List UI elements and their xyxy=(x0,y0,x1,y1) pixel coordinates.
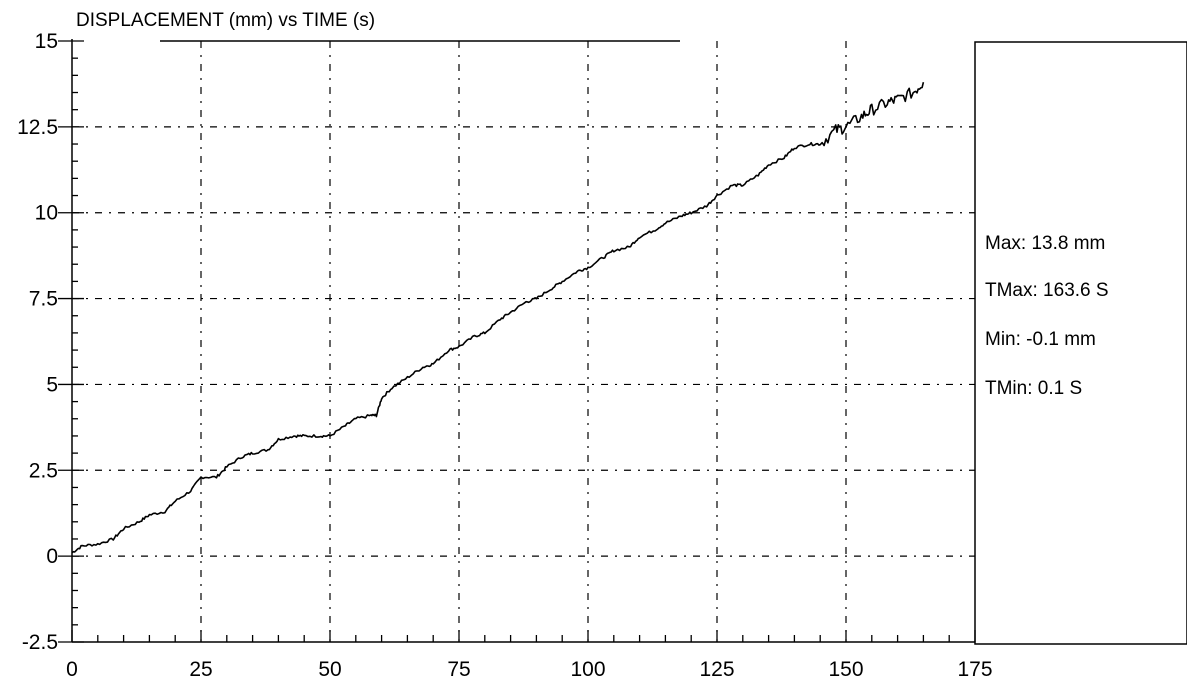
stats-panel xyxy=(974,41,1187,645)
y-tick-label: 10 xyxy=(35,202,58,225)
grid-lines xyxy=(72,41,975,642)
tick-labels: 0 25 50 75 100 125 150 175 -2.5 0 2.5 5 7.5 10 12.5 15 xyxy=(17,30,992,681)
x-tick-label: 0 xyxy=(66,658,78,681)
y-tick-label: 5 xyxy=(46,373,58,396)
x-tick-label: 25 xyxy=(189,658,212,681)
x-tick-label: 50 xyxy=(318,658,341,681)
stats-text-group: Max: 13.8 mm TMax: 163.6 S Min: -0.1 mm … xyxy=(985,233,1109,399)
stat-tmax: TMax: 163.6 S xyxy=(985,280,1109,301)
y-tick-label: 12.5 xyxy=(17,116,58,139)
stat-min: Min: -0.1 mm xyxy=(985,329,1096,350)
chart-title: DISPLACEMENT (mm) vs TIME (s) xyxy=(76,10,375,31)
axes xyxy=(58,39,976,643)
y-tick-label: 15 xyxy=(35,30,58,53)
y-tick-label: -2.5 xyxy=(22,631,58,654)
displacement-series-line xyxy=(71,82,925,554)
x-tick-label: 75 xyxy=(447,658,470,681)
stat-tmin: TMin: 0.1 S xyxy=(985,378,1082,399)
x-tick-label: 100 xyxy=(570,658,605,681)
stat-max: Max: 13.8 mm xyxy=(985,233,1105,254)
x-tick-label: 125 xyxy=(699,658,734,681)
series-layer xyxy=(71,82,925,554)
y-tick-label: 2.5 xyxy=(29,459,58,482)
x-tick-label: 150 xyxy=(828,658,863,681)
y-tick-label: 7.5 xyxy=(29,288,58,311)
y-tick-label: 0 xyxy=(46,545,58,568)
x-tick-label: 175 xyxy=(957,658,992,681)
